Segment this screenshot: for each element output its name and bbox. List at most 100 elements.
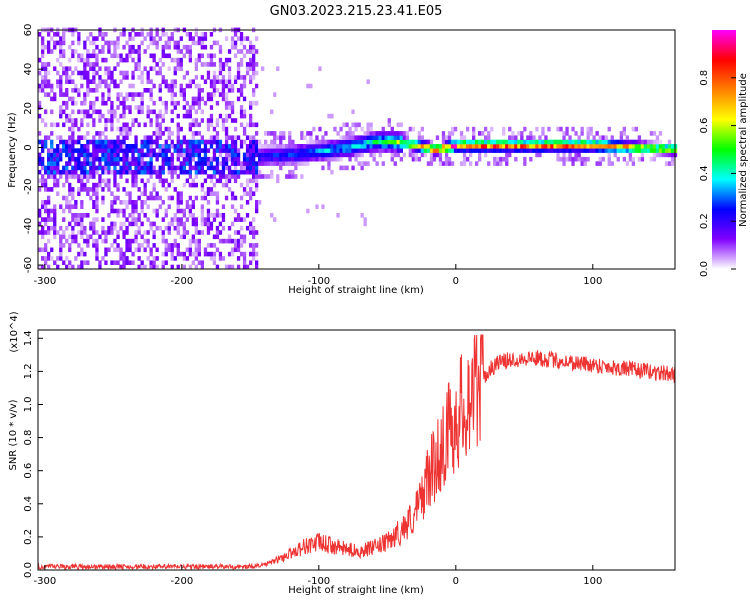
spectrogram-cell [131, 57, 135, 63]
spectrogram-cell [206, 225, 211, 231]
spectrogram-cell [200, 40, 204, 46]
spectrogram-cell [188, 139, 192, 145]
spectrogram-cell [255, 260, 259, 265]
spectrogram-cell [146, 165, 150, 171]
spectrogram-cell [176, 62, 180, 67]
spectrogram-cell [185, 70, 189, 76]
spectrogram-cell [188, 165, 192, 171]
spectrogram-cell [562, 156, 566, 162]
spectrogram-cell [152, 221, 156, 227]
spectrogram-cell [191, 139, 195, 145]
spectrogram-cell [164, 247, 168, 253]
spectrogram-cell [143, 213, 147, 218]
spectrogram-cell [71, 234, 75, 240]
spectrogram-cell [318, 148, 322, 153]
spectrogram-cell [182, 225, 186, 231]
spectrogram-cell [119, 92, 123, 97]
spectrogram-cell [613, 144, 617, 149]
spectrogram-cell [230, 264, 235, 270]
spectrogram-cell [161, 100, 165, 106]
spectrogram-cell [188, 144, 192, 149]
spectrogram-cell [318, 144, 322, 149]
spectrogram-cell [182, 165, 186, 171]
spectrogram-cell [149, 165, 153, 171]
spectrogram-cell [131, 178, 135, 184]
spectrogram-cell [197, 57, 201, 63]
spectrogram-cell [348, 144, 352, 149]
spectrogram-cell [107, 144, 111, 149]
spectrogram-cell [158, 88, 162, 93]
spectrogram-cell [122, 57, 126, 63]
spectrogram-cell [249, 169, 253, 175]
spectrogram-cell [417, 156, 421, 162]
spectrogram-cell [104, 152, 108, 158]
spectrogram-cell [182, 234, 186, 240]
spectrogram-cell [95, 187, 99, 192]
spectrogram-cell [95, 243, 99, 248]
spectrogram-cell [303, 161, 307, 166]
spectrogram-cell [110, 144, 114, 149]
spectrogram-cell [227, 238, 232, 244]
spectrogram-cell [523, 139, 527, 145]
spectrogram-cell [197, 260, 201, 265]
spectrogram-cell [577, 152, 581, 158]
spectrogram-cell [146, 44, 150, 50]
spectrogram-cell [249, 122, 253, 128]
spectrogram-cell [86, 36, 90, 41]
spectrogram-cell [173, 66, 177, 71]
spectrogram-cell [255, 62, 259, 67]
spectrogram-cell [553, 139, 557, 145]
spectrogram-cell [339, 126, 343, 132]
spectrogram-cell [170, 178, 174, 184]
spectrogram-cell [438, 152, 443, 158]
spectrogram-cell [466, 139, 470, 145]
spectrogram-frame [37, 29, 676, 270]
spectrogram-cell [363, 144, 367, 149]
spectrogram-cell [122, 75, 126, 80]
spectrogram-cell [438, 148, 443, 153]
spectrogram-cell [80, 83, 84, 89]
spectrogram-cell [161, 169, 165, 175]
spectrogram-cell [92, 49, 96, 54]
spectrogram-cell [351, 144, 355, 149]
spectrogram-cell [206, 200, 211, 205]
spectrogram-cell [182, 96, 186, 102]
spectrogram-cell [83, 238, 87, 244]
spectrogram-cell [203, 161, 208, 166]
spectrogram-cell [508, 135, 512, 140]
spectrogram-cell [459, 131, 464, 136]
spectrogram-cell [306, 131, 310, 136]
spectrogram-cell [176, 230, 180, 235]
spectrogram-cell [71, 70, 75, 76]
spectrogram-cell [230, 238, 235, 244]
spectrogram-cell [146, 148, 150, 153]
spectrogram-cell [53, 66, 57, 71]
spectrogram-cell [252, 62, 256, 67]
spectrogram-cell [224, 178, 229, 184]
spectrogram-cell [128, 221, 132, 227]
spectrogram-cell [44, 217, 48, 222]
spectrogram-cell [197, 88, 201, 93]
spectrogram-cell [475, 148, 479, 153]
spectrogram-cell [179, 251, 183, 257]
spectrogram-cell [580, 131, 584, 136]
spectrogram-cell [107, 83, 111, 89]
spectrogram-cell [68, 161, 72, 166]
spectrogram-cell [252, 191, 256, 196]
spectrogram-cell [62, 109, 66, 115]
spectrogram-cell [239, 92, 244, 97]
spectrogram-cell [110, 225, 114, 231]
spectrogram-cell [544, 139, 548, 145]
spectrogram-cell [429, 139, 434, 145]
spectrogram-cell [182, 75, 186, 80]
spectrogram-cell [387, 118, 391, 123]
spectrogram-cell [59, 40, 63, 46]
spectrogram-cell [65, 225, 69, 231]
spectrogram-cell [239, 32, 244, 37]
spectrogram-cell [101, 156, 105, 162]
spectrogram-cell [65, 66, 69, 71]
spectrogram-cell [164, 139, 168, 145]
spectrogram-cell [104, 234, 108, 240]
spectrogram-cell [182, 88, 186, 93]
spectrogram-cell [291, 148, 295, 153]
